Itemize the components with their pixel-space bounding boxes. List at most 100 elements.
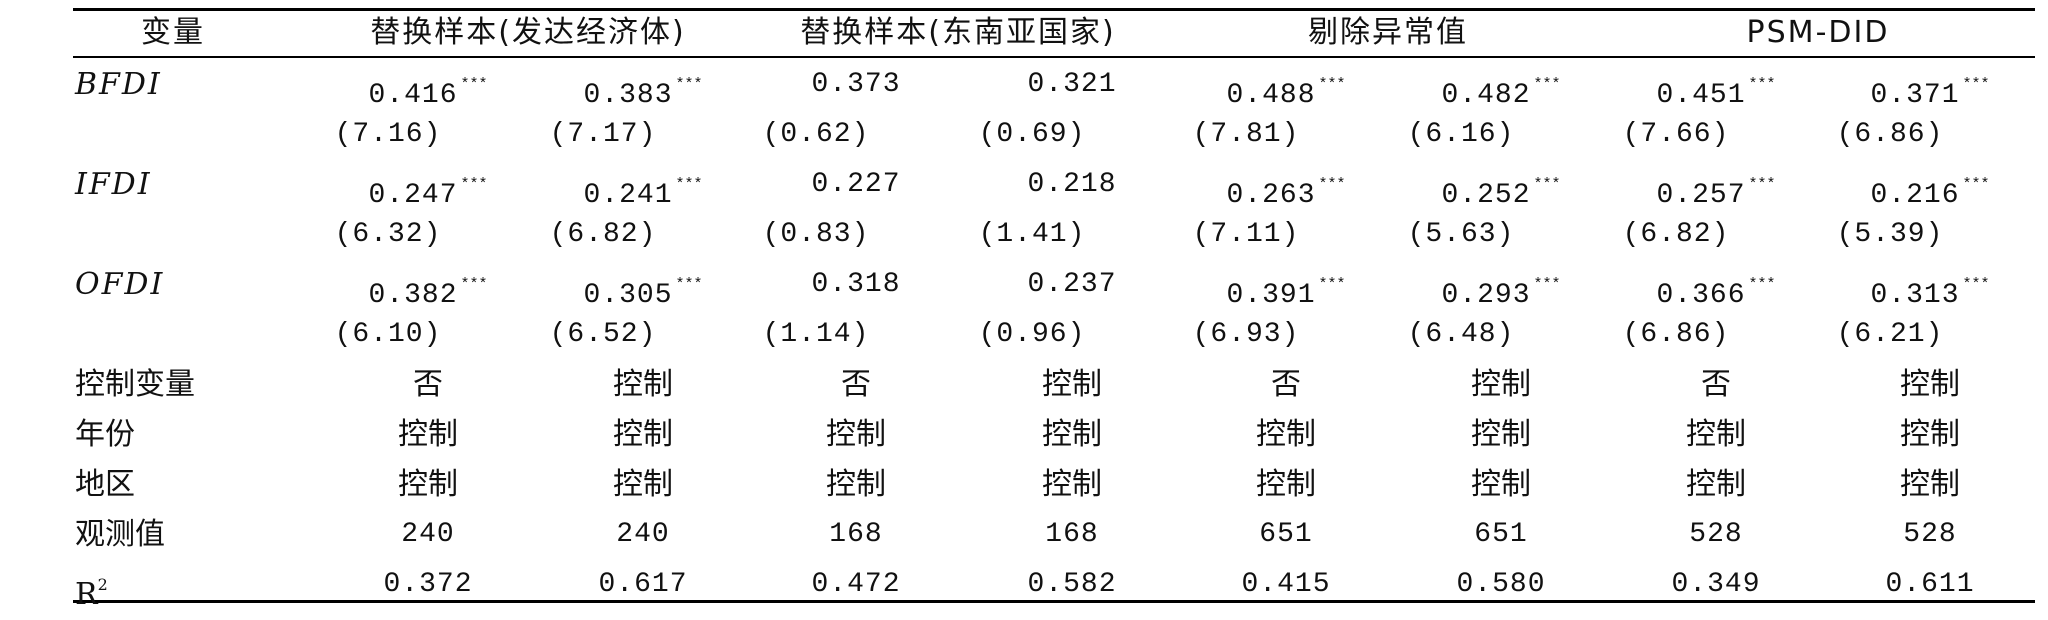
coefficient-value: 0.416 bbox=[368, 80, 458, 111]
t-stat-cell: (6.86) bbox=[1836, 119, 1944, 150]
top-rule bbox=[73, 8, 2035, 11]
coefficient-cell: 0.321 bbox=[972, 60, 1172, 110]
coef-row: OFDI 0.382 *** 0.305 *** 0.318 0.237 0.391 *** 0.… bbox=[73, 260, 2035, 311]
header-group-developed: 替换样本(发达经济体) bbox=[370, 15, 686, 50]
control-row: 地区 控制 控制 控制 控制 控制 控制 控制 控制 bbox=[73, 460, 2035, 510]
row-label: 地区 bbox=[75, 467, 135, 502]
value-cell: 控制 bbox=[1042, 467, 1102, 502]
t-stat-cell: (0.96) bbox=[978, 319, 1086, 350]
coefficient-cell: 0.416 *** bbox=[328, 60, 528, 111]
coefficient-value: 0.391 bbox=[1226, 280, 1316, 311]
coefficient-value: 0.247 bbox=[368, 180, 458, 211]
t-stat-cell: (7.81) bbox=[1192, 119, 1300, 150]
significance-stars: *** bbox=[460, 76, 488, 93]
coefficient-cell: 0.241 *** bbox=[543, 160, 743, 211]
coefficient-cell: 0.451 *** bbox=[1616, 60, 1816, 111]
control-row: 年份 控制 控制 控制 控制 控制 控制 控制 控制 bbox=[73, 410, 2035, 460]
r-squared-value: 0.582 bbox=[1027, 569, 1117, 600]
t-stat-cell: (1.14) bbox=[762, 319, 870, 350]
significance-stars: *** bbox=[1748, 276, 1776, 293]
value-cell: 控制 bbox=[1471, 367, 1531, 402]
coefficient-cell: 0.373 bbox=[756, 60, 956, 110]
r-squared-value: 0.349 bbox=[1671, 569, 1761, 600]
value-cell: 否 bbox=[841, 367, 871, 402]
variable-label: BFDI bbox=[75, 67, 162, 102]
value-cell: 控制 bbox=[613, 467, 673, 502]
t-stat-cell: (6.93) bbox=[1192, 319, 1300, 350]
value-cell: 控制 bbox=[1256, 417, 1316, 452]
coefficient-value: 0.373 bbox=[811, 69, 901, 100]
coefficient-cell: 0.227 bbox=[756, 160, 956, 210]
t-stat-cell: (6.52) bbox=[549, 319, 657, 350]
value-cell: 控制 bbox=[398, 467, 458, 502]
significance-stars: *** bbox=[1533, 76, 1561, 93]
header-row: 变量 替换样本(发达经济体) 替换样本(东南亚国家) 剔除异常值 PSM-DID bbox=[73, 8, 2035, 58]
value-cell: 控制 bbox=[613, 417, 673, 452]
coefficient-value: 0.257 bbox=[1656, 180, 1746, 211]
coefficient-cell: 0.257 *** bbox=[1616, 160, 1816, 211]
coefficient-cell: 0.382 *** bbox=[328, 260, 528, 311]
coefficient-value: 0.488 bbox=[1226, 80, 1316, 111]
coefficient-cell: 0.318 bbox=[756, 260, 956, 310]
significance-stars: *** bbox=[675, 76, 703, 93]
coefficient-cell: 0.305 *** bbox=[543, 260, 743, 311]
value-cell: 控制 bbox=[1256, 467, 1316, 502]
coefficient-cell: 0.366 *** bbox=[1616, 260, 1816, 311]
coefficient-value: 0.216 bbox=[1870, 180, 1960, 211]
t-stat-cell: (6.10) bbox=[334, 319, 442, 350]
significance-stars: *** bbox=[1533, 276, 1561, 293]
variable-label: IFDI bbox=[75, 167, 152, 202]
significance-stars: *** bbox=[1748, 76, 1776, 93]
control-row: 观测值 240 240 168 168 651 651 528 528 bbox=[73, 510, 2035, 560]
value-cell: 否 bbox=[1271, 367, 1301, 402]
coefficient-value: 0.237 bbox=[1027, 269, 1117, 300]
value-cell: 控制 bbox=[1042, 367, 1102, 402]
coefficient-value: 0.313 bbox=[1870, 280, 1960, 311]
r-squared-value: 0.580 bbox=[1456, 569, 1546, 600]
r-squared-value: 0.415 bbox=[1241, 569, 1331, 600]
coef-row: BFDI 0.416 *** 0.383 *** 0.373 0.321 0.488 *** 0.… bbox=[73, 60, 2035, 111]
significance-stars: *** bbox=[1533, 176, 1561, 193]
value-cell: 控制 bbox=[1471, 467, 1531, 502]
coefficient-cell: 0.237 bbox=[972, 260, 1172, 310]
value-cell: 168 bbox=[1045, 519, 1099, 550]
coefficient-cell: 0.391 *** bbox=[1186, 260, 1386, 311]
coefficient-value: 0.482 bbox=[1441, 80, 1531, 111]
t-stat-cell: (5.63) bbox=[1407, 219, 1515, 250]
coefficient-cell: 0.313 *** bbox=[1830, 260, 2030, 311]
coefficient-cell: 0.293 *** bbox=[1401, 260, 1601, 311]
coefficient-value: 0.241 bbox=[583, 180, 673, 211]
r-label-base: R bbox=[75, 577, 98, 612]
header-variable: 变量 bbox=[141, 15, 205, 50]
significance-stars: *** bbox=[460, 276, 488, 293]
t-stat-cell: (6.21) bbox=[1836, 319, 1944, 350]
r-label-superscript: 2 bbox=[97, 575, 108, 594]
coefficient-cell: 0.247 *** bbox=[328, 160, 528, 211]
header-group-outliers: 剔除异常值 bbox=[1308, 15, 1468, 50]
value-cell: 控制 bbox=[398, 417, 458, 452]
t-stat-cell: (7.11) bbox=[1192, 219, 1300, 250]
value-cell: 控制 bbox=[1686, 417, 1746, 452]
value-cell: 651 bbox=[1259, 519, 1313, 550]
control-row: 控制变量 否 控制 否 控制 否 控制 否 控制 bbox=[73, 360, 2035, 410]
significance-stars: *** bbox=[675, 176, 703, 193]
t-stat-cell: (7.66) bbox=[1622, 119, 1730, 150]
significance-stars: *** bbox=[1962, 76, 1990, 93]
value-cell: 240 bbox=[401, 519, 455, 550]
significance-stars: *** bbox=[1748, 176, 1776, 193]
coefficient-value: 0.383 bbox=[583, 80, 673, 111]
value-cell: 控制 bbox=[1900, 467, 1960, 502]
value-cell: 否 bbox=[413, 367, 443, 402]
t-stat-row: (6.10) (6.52) (1.14) (0.96) (6.93) (6.48) (6.8… bbox=[73, 310, 2035, 360]
t-stat-cell: (5.39) bbox=[1836, 219, 1944, 250]
coefficient-value: 0.382 bbox=[368, 280, 458, 311]
coefficient-value: 0.252 bbox=[1441, 180, 1531, 211]
significance-stars: *** bbox=[1962, 176, 1990, 193]
value-cell: 控制 bbox=[1900, 367, 1960, 402]
coefficient-value: 0.227 bbox=[811, 169, 901, 200]
row-label: 控制变量 bbox=[75, 367, 195, 402]
coefficient-value: 0.218 bbox=[1027, 169, 1117, 200]
t-stat-cell: (6.82) bbox=[549, 219, 657, 250]
value-cell: 控制 bbox=[826, 467, 886, 502]
r-squared-value: 0.617 bbox=[598, 569, 688, 600]
